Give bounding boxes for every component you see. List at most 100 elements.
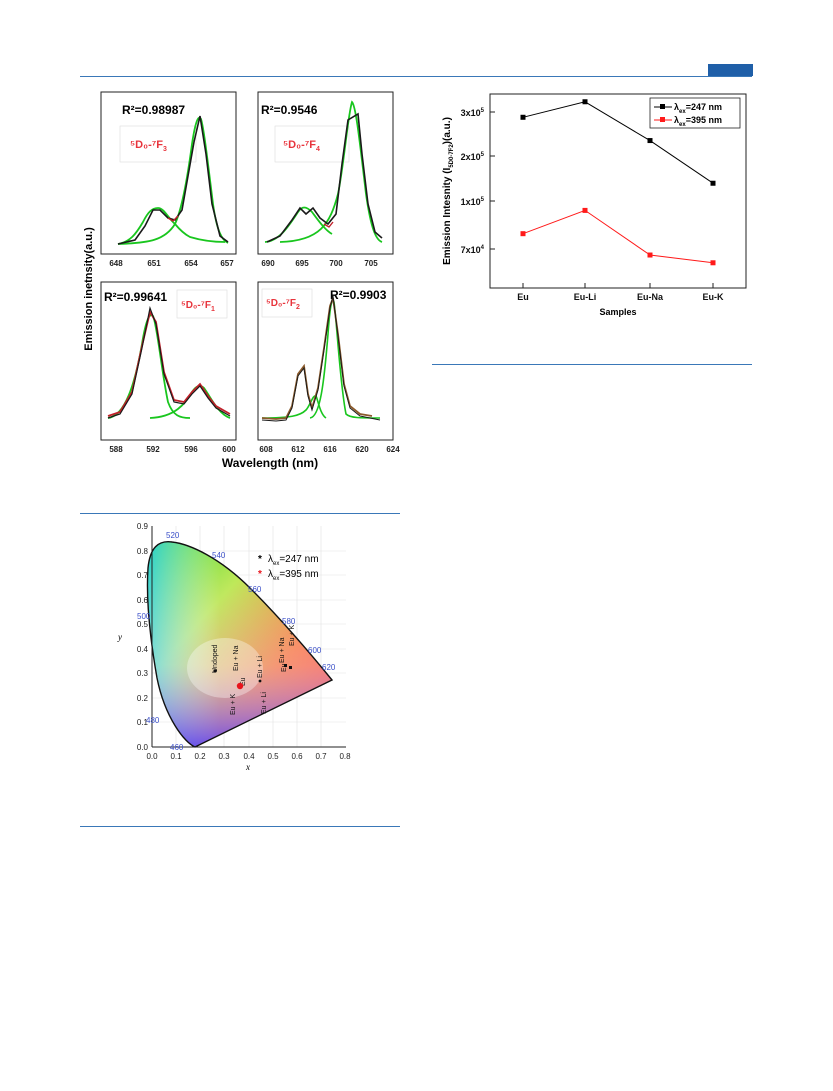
cie-xlabel: x (245, 762, 250, 772)
svg-text:0.4: 0.4 (137, 645, 149, 654)
svg-text:620: 620 (355, 445, 369, 454)
chart-xlabel: Samples (599, 307, 636, 317)
fit-panel-1: R²=0.98987 ⁵D₀-⁷F3 648 651 654 657 (100, 91, 237, 268)
chart-xticks: Eu Eu-Li Eu-Na Eu-K (517, 283, 724, 302)
svg-text:600: 600 (308, 646, 322, 655)
svg-text:Eu: Eu (281, 663, 288, 672)
svg-text:0.2: 0.2 (137, 694, 149, 703)
chart-series-layer (520, 99, 716, 266)
panel4-trans-sub: 2 (296, 304, 300, 311)
panel1-xticks: 648 651 654 657 (109, 259, 234, 268)
svg-text:2x105: 2x105 (461, 152, 485, 162)
ytick-0: 7x10 (461, 245, 481, 255)
svg-text:⁵D₀-⁷F2: ⁵D₀-⁷F2 (266, 298, 300, 311)
cie-points: Undoped Eu + Na Eu + K Eu Eu + Li Eu + L… (212, 624, 296, 715)
svg-text:0.3: 0.3 (137, 669, 149, 678)
panel3-xticks: 588 592 596 600 (109, 445, 236, 454)
rule-right-mid (432, 364, 752, 365)
svg-text:612: 612 (291, 445, 305, 454)
svg-text:0.5: 0.5 (137, 620, 149, 629)
svg-text:480: 480 (146, 716, 160, 725)
svg-text:Eu + Na: Eu + Na (279, 637, 286, 663)
svg-text:Undoped: Undoped (212, 644, 219, 673)
xtick-0: Eu (517, 292, 529, 302)
svg-text:0.7: 0.7 (137, 571, 149, 580)
panel1-trans: ⁵D₀-⁷F (130, 139, 163, 151)
chart-legend: λex=247 nm λex=395 nm (649, 97, 741, 129)
svg-text:700: 700 (329, 259, 343, 268)
svg-text:0.7: 0.7 (315, 752, 327, 761)
legend-395: λ (674, 115, 679, 125)
fit-panel-3: R²=0.99641 ⁵D₀-⁷F1 588 592 596 600 (100, 281, 237, 454)
svg-text:0.3: 0.3 (218, 752, 230, 761)
series-line-0 (522, 101, 714, 184)
xtick-3: Eu-K (703, 292, 724, 302)
svg-text:Eu + K: Eu + K (230, 693, 237, 715)
svg-text:0.0: 0.0 (137, 743, 149, 752)
chart-frame (489, 93, 747, 289)
svg-text:0.6: 0.6 (137, 596, 149, 605)
cie-gamut (147, 541, 332, 748)
panel2-r2: R²=0.9546 (261, 103, 318, 117)
panel1-r2: R²=0.98987 (122, 103, 185, 117)
series-0-point-2 (647, 138, 653, 144)
svg-text:620: 620 (322, 663, 336, 672)
svg-text:520: 520 (166, 531, 180, 540)
svg-text:7x104: 7x104 (461, 245, 485, 255)
fit-panel-4: ⁵D₀-⁷F2 R²=0.9903 608 612 616 620 624 (257, 281, 400, 454)
chart-ylabel: Emission Intesnity (I5D0-7F2)(a.u.) (442, 117, 455, 265)
svg-text:Eu + Na: Eu + Na (233, 645, 240, 671)
series-1-point-2 (647, 252, 653, 258)
svg-text:*: * (258, 554, 262, 565)
svg-text:648: 648 (109, 259, 123, 268)
panel3-trans: ⁵D₀-⁷F (181, 300, 211, 311)
fit-figure: Emission inetnsity(a.u.) Wavelength (nm)… (83, 91, 400, 470)
svg-text:0.4: 0.4 (243, 752, 255, 761)
panel4-r2: R²=0.9903 (330, 288, 387, 302)
cie-wavelengths: 520 540 560 580 600 620 500 480 460 (137, 531, 336, 752)
svg-text:0.8: 0.8 (137, 547, 149, 556)
intensity-chart: Emission Intesnity (I5D0-7F2)(a.u.) Samp… (442, 93, 747, 317)
header-rule (80, 76, 752, 77)
xtick-2: Eu-Na (637, 292, 664, 302)
cie-figure: 520 540 560 580 600 620 500 480 460 0.0 … (117, 522, 351, 772)
svg-text:⁵D₀-⁷F1: ⁵D₀-⁷F1 (181, 300, 215, 313)
chart-yticks: 7x104 1x105 2x105 3x105 (461, 108, 495, 255)
fit-panel-2: R²=0.9546 ⁵D₀-⁷F4 690 695 700 705 (257, 91, 394, 268)
svg-text:λex=247 nm: λex=247 nm (268, 554, 319, 567)
ytick-1: 1x10 (461, 197, 481, 207)
svg-text:Eu: Eu (240, 677, 247, 686)
header-tab (708, 64, 753, 76)
svg-text:0.1: 0.1 (170, 752, 182, 761)
panel2-trans: ⁵D₀-⁷F (283, 139, 316, 151)
rule-left-low (80, 826, 400, 827)
ytick-2: 2x10 (461, 152, 481, 162)
svg-text:608: 608 (259, 445, 273, 454)
svg-text:592: 592 (146, 445, 160, 454)
svg-text:0.8: 0.8 (339, 752, 351, 761)
svg-text:0.2: 0.2 (194, 752, 206, 761)
svg-text:705: 705 (364, 259, 378, 268)
svg-text:0.1: 0.1 (137, 718, 149, 727)
panel1-trans-sub: 3 (163, 146, 167, 153)
panel3-trans-sub: 1 (211, 306, 215, 313)
xtick-1: Eu-Li (574, 292, 597, 302)
svg-text:657: 657 (220, 259, 234, 268)
svg-text:3x105: 3x105 (461, 108, 485, 118)
svg-text:500: 500 (137, 612, 151, 621)
series-line-1 (522, 209, 714, 264)
panel2-xticks: 690 695 700 705 (261, 259, 378, 268)
series-1-point-1 (582, 207, 588, 213)
series-0-point-3 (710, 180, 716, 186)
series-1-point-3 (710, 260, 716, 266)
svg-text:654: 654 (184, 259, 198, 268)
svg-text:540: 540 (212, 551, 226, 560)
panel4-trans: ⁵D₀-⁷F (266, 298, 296, 309)
svg-text:⁵D₀-⁷F3: ⁵D₀-⁷F3 (130, 139, 167, 153)
cie-legend: * λex=247 nm * λex=395 nm (258, 554, 319, 582)
svg-text:⁵D₀-⁷F4: ⁵D₀-⁷F4 (283, 139, 320, 153)
series-0-point-0 (520, 114, 526, 120)
svg-text:λex=247 nm: λex=247 nm (674, 102, 722, 115)
svg-text:460: 460 (170, 743, 184, 752)
panel3-r2: R²=0.99641 (104, 290, 167, 304)
